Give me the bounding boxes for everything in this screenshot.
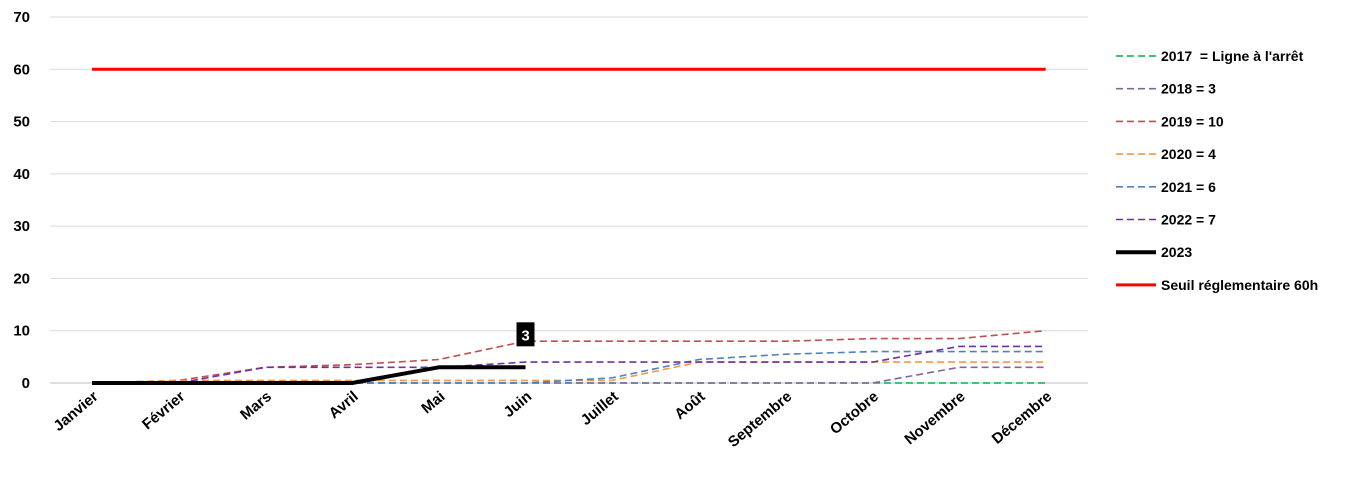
y-tick-label-70: 70	[13, 9, 30, 26]
data-label-box	[516, 322, 535, 347]
data-labels: 3	[516, 322, 535, 347]
gridlines	[50, 16, 1088, 384]
legend-label-2021-6: 2021 = 6	[1161, 179, 1216, 195]
x-tick-label-mai: Mai	[418, 388, 448, 417]
x-tick-label-mars: Mars	[237, 388, 275, 424]
y-tick-label-50: 50	[13, 114, 30, 131]
x-tick-label-juillet: Juillet	[578, 388, 622, 429]
legend-label-2019-10: 2019 = 10	[1161, 113, 1224, 129]
y-tick-label-10: 10	[13, 323, 30, 340]
x-tick-label-septembre: Septembre	[725, 388, 795, 451]
series-line-2021-6	[92, 350, 1046, 384]
x-tick-label-novembre: Novembre	[901, 388, 968, 448]
legend-label-2018-3: 2018 = 3	[1161, 81, 1216, 97]
legend-label-2022-7: 2022 = 7	[1161, 212, 1216, 228]
x-tick-label-octobre: Octobre	[827, 388, 882, 438]
y-tick-label-20: 20	[13, 270, 30, 287]
x-tick-label-janvier: Janvier	[50, 388, 101, 435]
legend-label-2017-ligne-a-l-arret: 2017 = Ligne à l'arrêt	[1161, 48, 1304, 64]
y-tick-label-40: 40	[13, 166, 30, 183]
y-tick-label-0: 0	[22, 375, 30, 392]
legend: 2017 = Ligne à l'arrêt 2018 = 3 2019 = 10 2…	[1116, 48, 1318, 293]
y-tick-label-60: 60	[13, 61, 30, 78]
y-tick-label-30: 30	[13, 218, 30, 235]
x-tick-label-aout: Août	[671, 388, 708, 423]
series-line-2023	[92, 365, 526, 385]
series-line-2019-10	[91, 329, 1046, 384]
legend-label-2023: 2023	[1161, 244, 1192, 260]
y-axis-tick-labels: 0 10 20 30 40 50 60 70	[13, 9, 30, 392]
x-tick-label-avril: Avril	[326, 388, 362, 422]
legend-label-seuil-reglementaire-60h: Seuil réglementaire 60h	[1161, 277, 1318, 293]
series-lines	[91, 67, 1046, 385]
x-tick-label-juin: Juin	[501, 388, 536, 421]
legend-label-2020-4: 2020 = 4	[1161, 146, 1216, 162]
series-line-2022-7	[92, 345, 1046, 384]
data-label-2023-juin: 3	[521, 327, 529, 344]
x-tick-label-decembre: Décembre	[989, 388, 1056, 448]
x-axis-tick-labels: Janvier Février Mars Avril Mai Juin Juillet Aoû…	[50, 388, 1055, 451]
x-tick-label-fevrier: Février	[139, 388, 188, 433]
